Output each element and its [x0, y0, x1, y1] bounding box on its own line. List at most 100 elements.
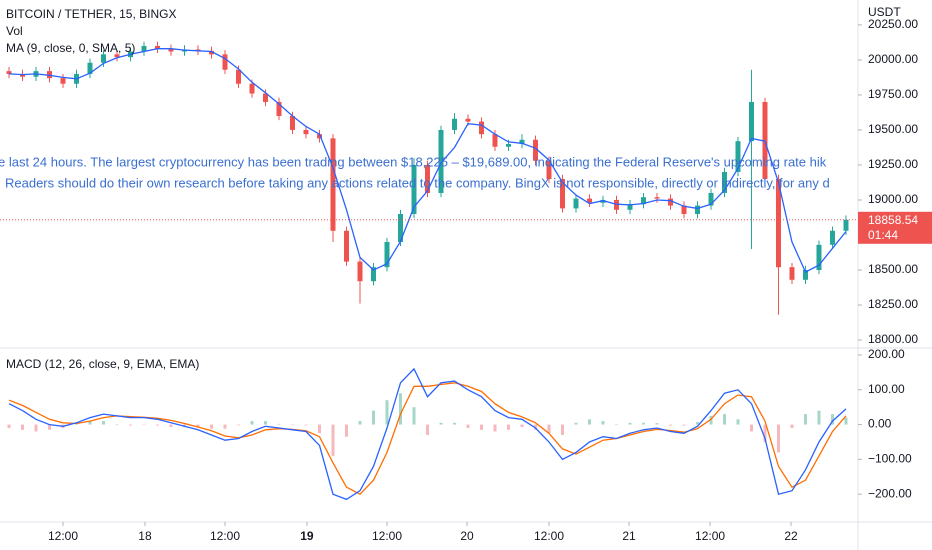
histogram-bar [493, 424, 497, 432]
candle-body [114, 54, 120, 58]
histogram-bar [533, 424, 537, 430]
histogram-bar [48, 424, 52, 430]
last-price-label: 18858.54 [868, 213, 918, 227]
candle-body [289, 115, 295, 130]
histogram-bar [250, 421, 254, 425]
histogram-bar [709, 415, 713, 425]
histogram-bar [75, 423, 79, 425]
candle-body [748, 101, 754, 142]
histogram-bar [466, 424, 470, 429]
candle-body [586, 198, 592, 203]
candle-body [559, 178, 565, 209]
y-tick-label: 18500.00 [868, 262, 918, 276]
countdown-label: 01:44 [868, 228, 898, 242]
histogram-bar [129, 424, 133, 426]
histogram-bar [628, 422, 632, 425]
histogram-bar [655, 423, 659, 425]
histogram-bar [371, 410, 375, 425]
candle-body [492, 134, 498, 147]
candle-body [155, 45, 161, 49]
y-tick-label: 18250.00 [868, 297, 918, 311]
candle-body [330, 138, 336, 231]
histogram-bar [844, 417, 848, 425]
histogram-bar [790, 424, 794, 429]
histogram-bar [425, 424, 429, 435]
candle-body [438, 129, 444, 193]
candle-body [195, 49, 201, 51]
macd-line [8, 367, 847, 501]
candle-body [789, 267, 795, 280]
candle-body [411, 164, 417, 214]
x-tick-label: 12:00 [210, 529, 240, 543]
candle-body [505, 143, 511, 147]
histogram-bar [263, 421, 267, 425]
histogram-bar [736, 419, 740, 425]
histogram-bar [560, 424, 564, 435]
candle-body [451, 118, 457, 130]
candle-body [667, 198, 673, 206]
x-tick-label: 18 [138, 529, 152, 543]
histogram-bar [34, 424, 38, 432]
legend-ma: MA (9, close, 0, SMA, 5) [6, 41, 135, 55]
histogram-bar [88, 421, 92, 425]
candle-body [816, 244, 822, 270]
candle-body [6, 71, 12, 74]
x-tick-label: 12:00 [695, 529, 725, 543]
histogram-bar [290, 424, 294, 426]
candle-body [276, 101, 282, 116]
candle-body [424, 164, 430, 193]
candle-body [235, 69, 241, 84]
histogram-bar [196, 424, 200, 428]
candle-body [384, 241, 390, 268]
histogram-bar [439, 422, 443, 425]
histogram-bar [358, 421, 362, 425]
candle-body [370, 267, 376, 282]
candle-body [343, 230, 349, 262]
candle-body [397, 213, 403, 242]
news-ticker-text: e last 24 hours. The largest cryptocurre… [0, 154, 827, 169]
histogram-bar [817, 410, 821, 425]
overlay: 18000.0018250.0018500.0018750.0019000.00… [6, 5, 932, 543]
histogram-bar [142, 424, 146, 426]
candle-body [829, 230, 835, 245]
histogram-bar [102, 421, 106, 425]
candle-body [47, 71, 53, 79]
candle-body [802, 269, 808, 280]
x-tick-label: 12:00 [48, 529, 78, 543]
candle-body [640, 197, 646, 205]
candle-body [681, 205, 687, 214]
y-tick-label: 18000.00 [868, 332, 918, 346]
x-tick-label: 20 [460, 529, 474, 543]
x-tick-label: 22 [784, 529, 798, 543]
y-tick-label: 200.00 [868, 347, 905, 361]
candle-body [775, 178, 781, 268]
histogram-bar [7, 424, 11, 429]
y-tick-label: 100.00 [868, 382, 905, 396]
histogram-bar [344, 424, 348, 437]
candle-body [613, 199, 619, 210]
candle-body [546, 160, 552, 179]
candle-body [478, 121, 484, 135]
histogram-bar [668, 424, 672, 426]
histogram-bar [749, 424, 753, 432]
histogram-bar [587, 419, 591, 425]
histogram-bar [412, 407, 416, 425]
candle-body [101, 54, 107, 63]
news-ticker-text: Readers should do their own research bef… [5, 175, 830, 190]
histogram-bar [682, 424, 686, 426]
histogram-bar [763, 424, 767, 442]
volume-label: Vol [6, 24, 23, 38]
histogram-bar [520, 424, 524, 427]
y-tick-label: 0.00 [868, 417, 892, 431]
candle-body [600, 199, 606, 203]
y-tick-label: 20250.00 [868, 17, 918, 31]
x-tick-label: 19 [300, 529, 314, 543]
indicator-title: MACD (12, 26, close, 9, EMA, EMA) [6, 357, 199, 371]
histogram-bar [641, 422, 645, 425]
candle-body [249, 83, 255, 94]
histogram-bar [695, 422, 699, 425]
histogram-bar [21, 424, 25, 430]
candle-body [532, 139, 538, 161]
histogram-bar [452, 422, 456, 425]
histogram-bar [223, 424, 227, 429]
